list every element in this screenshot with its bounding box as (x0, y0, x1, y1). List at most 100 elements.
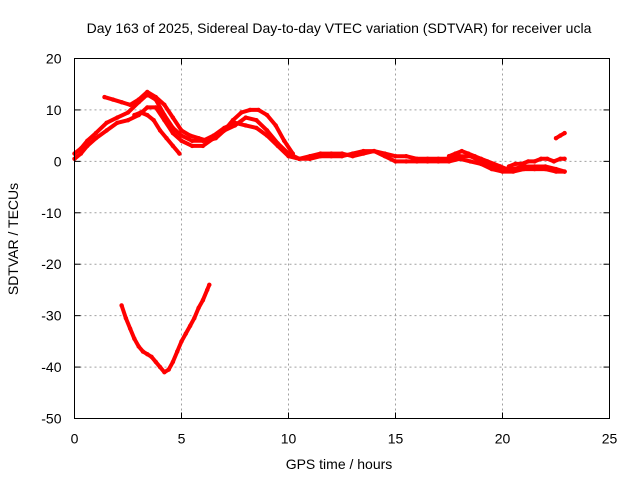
data-point (273, 123, 278, 128)
data-point (290, 151, 295, 156)
data-point (436, 159, 441, 164)
y-tick-label: -40 (41, 359, 61, 375)
x-tick-label: 0 (71, 431, 79, 447)
data-point (339, 154, 345, 159)
data-point (190, 138, 195, 143)
data-point (521, 166, 527, 172)
data-point (166, 367, 171, 372)
y-axis-label: SDTVAR / TECUs (5, 183, 21, 295)
data-point (425, 159, 430, 164)
data-point (196, 305, 201, 311)
data-point (404, 159, 409, 164)
data-point (232, 123, 238, 128)
data-point (136, 344, 141, 349)
data-point (230, 118, 236, 123)
data-point (478, 161, 484, 167)
data-point (553, 169, 559, 174)
data-point (254, 125, 259, 131)
data-point (177, 151, 182, 156)
data-point (264, 128, 270, 133)
data-point (243, 123, 248, 128)
data-point (513, 161, 518, 167)
series-line-sat-track-e (447, 149, 509, 172)
data-point (187, 323, 193, 329)
data-point (136, 97, 141, 102)
data-point (132, 112, 137, 118)
data-point (123, 316, 129, 321)
data-point (558, 133, 563, 138)
data-point (545, 156, 550, 161)
data-point (393, 154, 398, 159)
y-axis: -50 -40 -30 -20 -10 0 10 20 (41, 51, 610, 427)
data-point (562, 169, 567, 174)
data-point (558, 156, 563, 161)
data-point (145, 112, 150, 118)
data-point (110, 97, 116, 102)
data-point (119, 100, 124, 105)
data-point (205, 287, 210, 293)
y-tick-label: 0 (54, 153, 62, 169)
data-point (457, 156, 462, 161)
data-point (446, 154, 452, 159)
x-axis-label: GPS time / hours (286, 456, 393, 472)
data-point (205, 138, 210, 143)
data-point (145, 105, 150, 110)
data-point (179, 339, 184, 344)
data-point (472, 154, 477, 159)
data-point (446, 159, 452, 164)
data-point (498, 164, 503, 169)
x-tick-label: 15 (388, 431, 404, 447)
data-point (170, 130, 176, 136)
data-point (404, 154, 409, 159)
data-point (104, 128, 109, 133)
data-point (562, 130, 567, 136)
data-point (256, 107, 261, 113)
data-point (85, 143, 90, 149)
data-point (93, 130, 99, 136)
y-tick-label: 10 (46, 102, 62, 118)
data-point (179, 138, 184, 143)
data-point (200, 143, 206, 149)
data-point (164, 136, 169, 141)
data-point (297, 156, 302, 161)
data-point (275, 141, 280, 146)
series-line-sat-track-f (506, 156, 567, 169)
data-point (127, 102, 133, 108)
data-point (127, 326, 133, 331)
data-point (506, 164, 512, 169)
data-point (526, 159, 531, 164)
data-point (207, 282, 212, 287)
data-point (149, 354, 154, 359)
data-point (264, 112, 270, 118)
data-point (478, 156, 484, 161)
data-point (102, 94, 107, 100)
data-point (532, 166, 537, 172)
data-point (125, 110, 131, 115)
data-point (170, 143, 176, 149)
data-point (511, 169, 516, 174)
data-point (329, 154, 334, 159)
data-series (72, 89, 567, 375)
data-point (222, 128, 227, 133)
data-point (243, 115, 248, 120)
data-point (183, 331, 188, 336)
data-point (282, 138, 287, 143)
data-point (85, 138, 90, 143)
data-point (239, 110, 244, 115)
data-point (115, 120, 120, 126)
data-point (468, 159, 473, 164)
data-point (459, 148, 464, 154)
x-tick-label: 5 (178, 431, 186, 447)
data-point (153, 94, 158, 100)
data-point (491, 161, 497, 167)
data-point (157, 128, 163, 133)
data-point (153, 105, 158, 110)
x-tick-label: 20 (495, 431, 511, 447)
data-point (500, 169, 505, 174)
data-point (551, 159, 557, 164)
data-point (562, 156, 567, 161)
y-tick-label: 20 (46, 51, 62, 67)
data-point (175, 349, 180, 354)
